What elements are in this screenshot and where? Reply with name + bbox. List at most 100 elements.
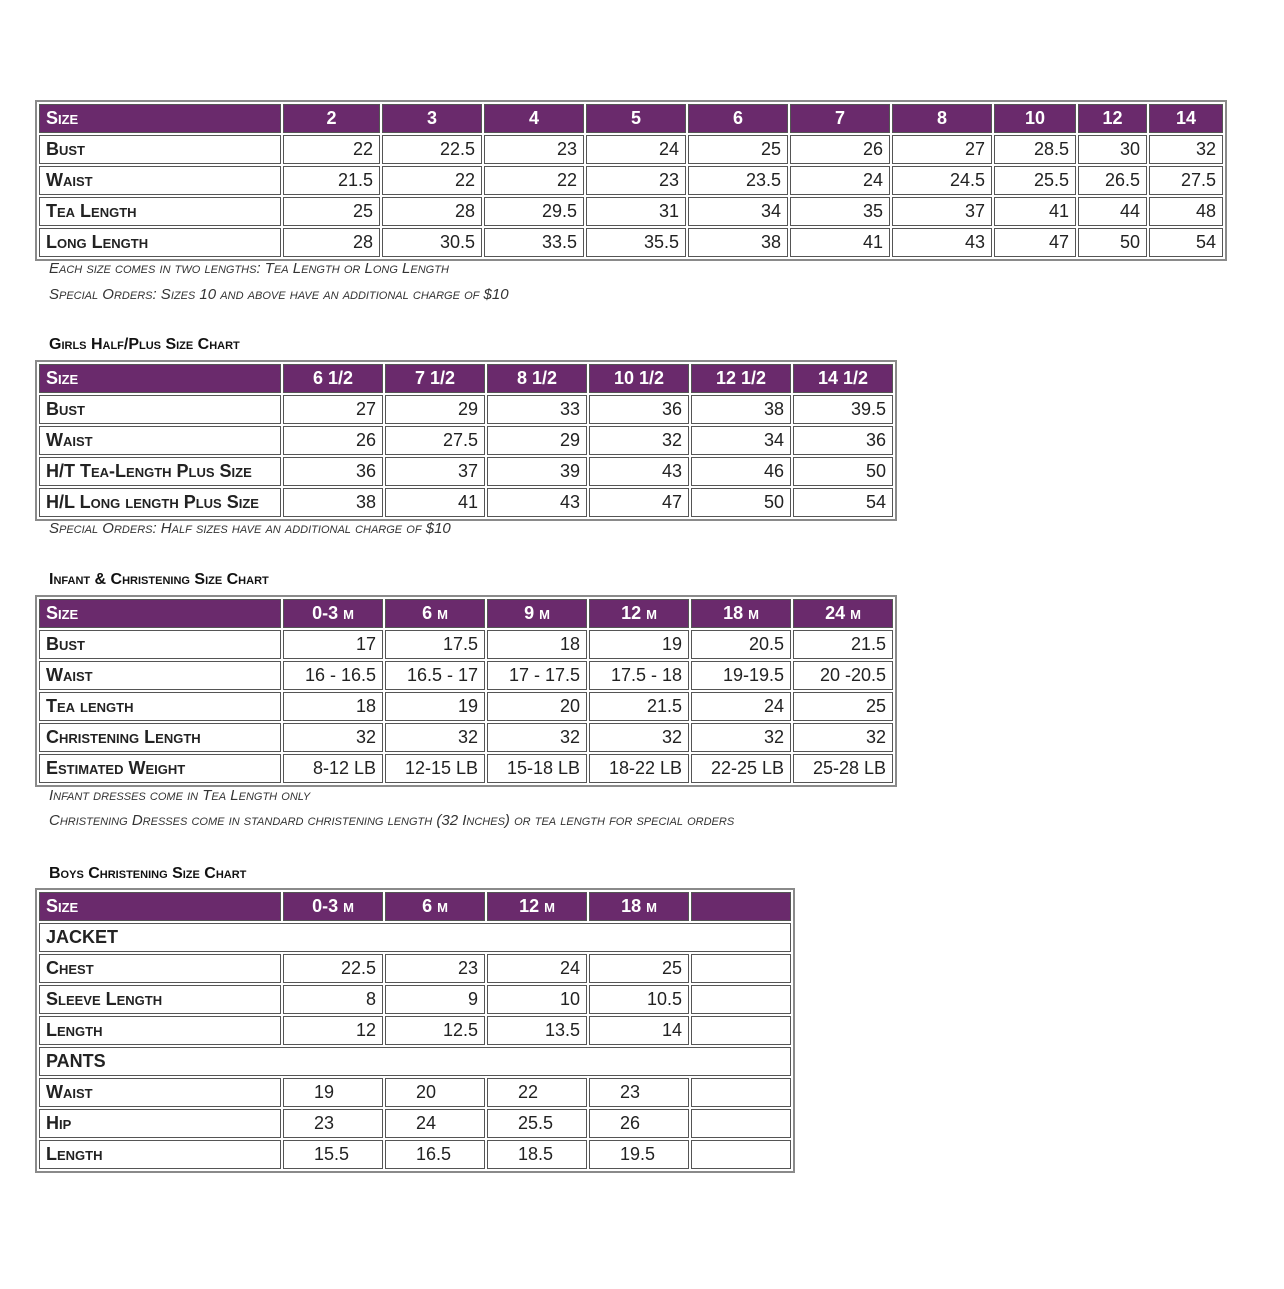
cell: 34 — [688, 197, 788, 226]
cell: 21.5 — [283, 166, 380, 195]
cell: 36 — [589, 395, 689, 424]
cell: 23 — [586, 166, 686, 195]
table-row: Bust 27 29 33 36 38 39.5 — [39, 395, 893, 424]
cell: 54 — [1149, 228, 1223, 257]
table-title: Girls Half/Plus Size Chart — [49, 336, 240, 353]
header-cell: 7 — [790, 104, 890, 133]
cell: 29.5 — [484, 197, 584, 226]
cell: 47 — [994, 228, 1076, 257]
cell-empty — [691, 1109, 791, 1138]
table-row: Hip 23 24 25.5 26 — [39, 1109, 791, 1138]
cell: 32 — [283, 723, 383, 752]
header-cell: Size — [39, 104, 281, 133]
cell: 27 — [283, 395, 383, 424]
cell: 19-19.5 — [691, 661, 791, 690]
cell: 24.5 — [892, 166, 992, 195]
header-cell: 14 — [1149, 104, 1223, 133]
cell: 38 — [691, 395, 791, 424]
cell: 30 — [1078, 135, 1147, 164]
header-cell: 14 1/2 — [793, 364, 893, 393]
header-cell: 9 m — [487, 599, 587, 628]
cell: 33 — [487, 395, 587, 424]
cell: 21.5 — [589, 692, 689, 721]
cell: 30.5 — [382, 228, 482, 257]
cell: 12 — [283, 1016, 383, 1045]
table-row: Length 15.5 16.5 18.5 19.5 — [39, 1140, 791, 1169]
row-label: Waist — [39, 166, 281, 195]
cell: 10.5 — [589, 985, 689, 1014]
table-row: Sleeve Length 8 9 10 10.5 — [39, 985, 791, 1014]
header-cell: 10 1/2 — [589, 364, 689, 393]
cell: 54 — [793, 488, 893, 517]
cell: 37 — [892, 197, 992, 226]
table-note: Infant dresses come in Tea Length only — [49, 787, 311, 804]
table-row: H/L Long length Plus Size 38 41 43 47 50 54 — [39, 488, 893, 517]
cell: 19 — [589, 630, 689, 659]
row-label: Bust — [39, 630, 281, 659]
cell: 41 — [385, 488, 485, 517]
cell: 33.5 — [484, 228, 584, 257]
cell: 22.5 — [382, 135, 482, 164]
cell: 15.5 — [283, 1140, 383, 1169]
table-row: Bust 22 22.5 23 24 25 26 27 28.5 30 32 — [39, 135, 1223, 164]
header-cell-empty — [691, 892, 791, 921]
cell: 25 — [793, 692, 893, 721]
table-note: Special Orders: Sizes 10 and above have … — [49, 286, 509, 303]
header-cell: 5 — [586, 104, 686, 133]
cell: 18-22 LB — [589, 754, 689, 783]
cell: 24 — [487, 954, 587, 983]
cell: 28 — [283, 228, 380, 257]
header-cell: 7 1/2 — [385, 364, 485, 393]
cell: 34 — [691, 426, 791, 455]
header-cell: 12 — [1078, 104, 1147, 133]
header-cell: 12 m — [487, 892, 587, 921]
table-row: Estimated Weight 8-12 LB 12-15 LB 15-18 LB 1… — [39, 754, 893, 783]
table-title: Boys Christening Size Chart — [49, 865, 247, 882]
table-row: Waist 16 - 16.5 16.5 - 17 17 - 17.5 17.5 - 1… — [39, 661, 893, 690]
header-cell: 0-3 m — [283, 892, 383, 921]
cell: 44 — [1078, 197, 1147, 226]
header-cell: 10 — [994, 104, 1076, 133]
cell: 23 — [385, 954, 485, 983]
section-label: PANTS — [39, 1047, 791, 1076]
row-label: Tea Length — [39, 197, 281, 226]
section-row: JACKET — [39, 923, 791, 952]
cell: 25.5 — [994, 166, 1076, 195]
header-cell: 24 m — [793, 599, 893, 628]
cell: 24 — [691, 692, 791, 721]
header-cell: Size — [39, 892, 281, 921]
cell: 43 — [892, 228, 992, 257]
header-cell: 18 m — [691, 599, 791, 628]
cell: 22 — [382, 166, 482, 195]
row-label: Bust — [39, 135, 281, 164]
cell: 19.5 — [589, 1140, 689, 1169]
cell: 32 — [589, 426, 689, 455]
cell: 47 — [589, 488, 689, 517]
table-row: Tea Length 25 28 29.5 31 34 35 37 41 44 48 — [39, 197, 1223, 226]
table-title: Infant & Christening Size Chart — [49, 571, 269, 588]
header-cell: 0-3 m — [283, 599, 383, 628]
cell: 22.5 — [283, 954, 383, 983]
size-table-block: Size 2 3 4 5 6 7 8 10 12 14 Bust 22 22.5 23 24 25 26 27 28.… — [35, 100, 1227, 261]
table-note: Special Orders: Half sizes have an addit… — [49, 520, 451, 537]
cell: 38 — [688, 228, 788, 257]
cell: 35 — [790, 197, 890, 226]
row-label: Length — [39, 1140, 281, 1169]
cell: 27 — [892, 135, 992, 164]
cell: 12.5 — [385, 1016, 485, 1045]
cell: 23.5 — [688, 166, 788, 195]
cell: 17.5 — [385, 630, 485, 659]
table-row: Waist 19 20 22 23 — [39, 1078, 791, 1107]
cell: 20.5 — [691, 630, 791, 659]
cell: 27.5 — [1149, 166, 1223, 195]
cell: 31 — [586, 197, 686, 226]
header-cell: 6 1/2 — [283, 364, 383, 393]
cell: 22 — [484, 166, 584, 195]
cell: 24 — [385, 1109, 485, 1138]
cell: 39.5 — [793, 395, 893, 424]
cell: 19 — [385, 692, 485, 721]
